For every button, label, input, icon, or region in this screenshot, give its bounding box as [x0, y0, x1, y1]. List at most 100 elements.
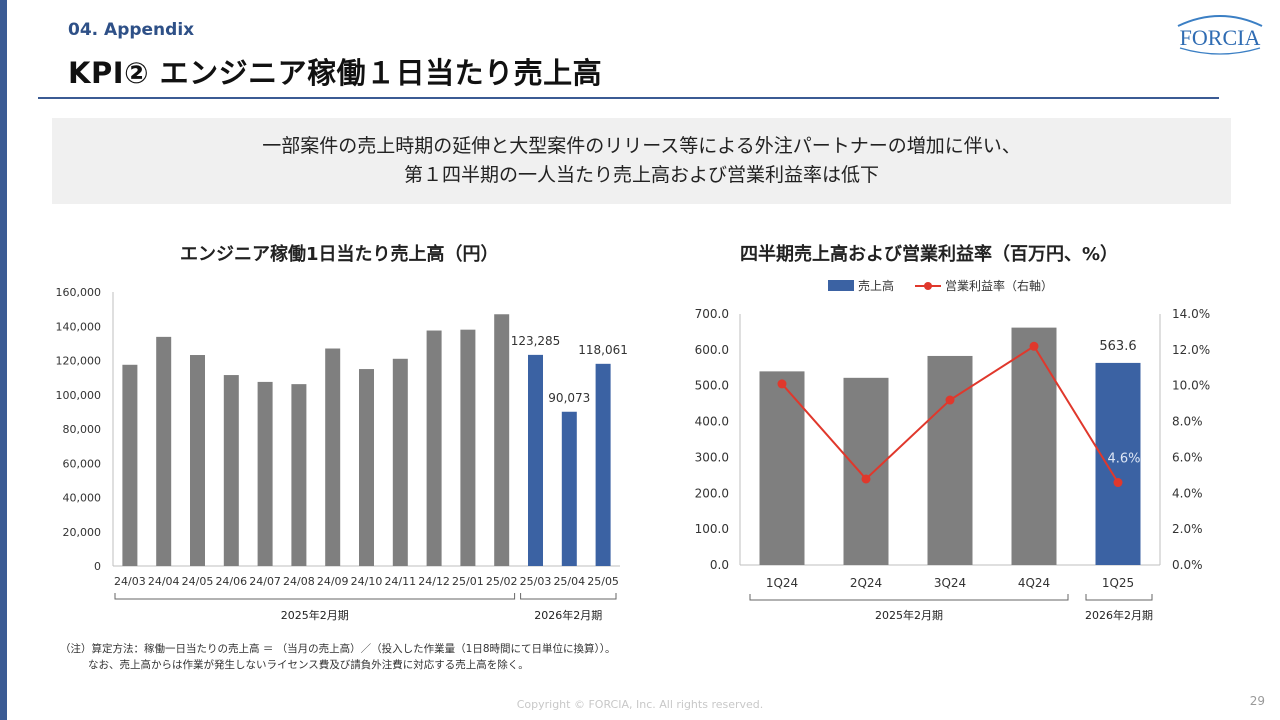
- left-accent-bar: [0, 0, 7, 720]
- x-tick-label: 24/04: [148, 575, 180, 588]
- bar: [426, 330, 442, 566]
- left-y-tick-label: 500.0: [695, 379, 729, 393]
- period-bracket: [114, 593, 516, 600]
- x-tick-label: 25/05: [587, 575, 619, 588]
- x-tick-label: 1Q25: [1102, 576, 1134, 590]
- y-tick-label: 0: [94, 560, 101, 573]
- left-y-tick-label: 100.0: [695, 522, 729, 536]
- x-tick-label: 24/10: [351, 575, 383, 588]
- footnote-line-2: なお、売上高からは作業が発生しないライセンス費及び請負外注費に対応する売上高を除…: [88, 659, 529, 671]
- summary-box: 一部案件の売上時期の延伸と大型案件のリリース等による外注パートナーの増加に伴い、…: [52, 118, 1231, 204]
- left-y-tick-label: 0.0: [710, 558, 729, 572]
- x-tick-label: 25/01: [452, 575, 484, 588]
- x-tick-label: 24/06: [215, 575, 247, 588]
- y-tick-label: 40,000: [63, 492, 102, 505]
- bar: [759, 371, 805, 565]
- title-divider: [38, 97, 1219, 99]
- margin-point: [945, 395, 955, 405]
- summary-line-1: 一部案件の売上時期の延伸と大型案件のリリース等による外注パートナーの増加に伴い、: [262, 135, 1021, 157]
- y-tick-label: 100,000: [56, 389, 102, 402]
- bar: [595, 363, 611, 566]
- x-tick-label: 25/03: [520, 575, 552, 588]
- page-number: 29: [1249, 694, 1265, 708]
- bar: [561, 411, 577, 566]
- left-y-tick-label: 400.0: [695, 415, 729, 429]
- chart1-title: エンジニア稼働1日当たり売上高（円）: [180, 244, 499, 265]
- y-tick-label: 20,000: [63, 526, 102, 539]
- footnote-line-1: （注）算定方法：稼働一日当たりの売上高 ＝ （当月の売上高）／（投入した作業量（…: [60, 643, 616, 655]
- page-title: KPI② エンジニア稼働１日当たり売上高: [68, 56, 603, 90]
- footnote: （注）算定方法：稼働一日当たりの売上高 ＝ （当月の売上高）／（投入した作業量（…: [60, 641, 616, 673]
- x-tick-label: 25/04: [553, 575, 585, 588]
- y-tick-label: 140,000: [56, 320, 102, 333]
- bar: [927, 355, 973, 565]
- line-data-label: 4.6%: [1107, 452, 1140, 467]
- period-bracket: [749, 594, 1069, 601]
- left-y-tick-label: 200.0: [695, 486, 729, 500]
- bar: [528, 354, 543, 566]
- y-tick-label: 60,000: [63, 457, 102, 470]
- bar: [843, 377, 889, 565]
- bar: [122, 364, 138, 566]
- summary-line-2: 第１四半期の一人当たり売上高および営業利益率は低下: [403, 164, 879, 186]
- period-label: 2025年2月期: [875, 608, 943, 622]
- x-tick-label: 24/08: [283, 575, 315, 588]
- section-label: 04. Appendix: [68, 20, 195, 40]
- period-bracket: [520, 593, 617, 600]
- bar: [359, 369, 374, 566]
- margin-point: [861, 474, 871, 484]
- x-tick-label: 4Q24: [1018, 576, 1050, 590]
- bar: [1095, 362, 1141, 565]
- right-y-tick-label: 4.0%: [1172, 486, 1203, 500]
- period-bracket: [1085, 594, 1153, 601]
- x-tick-label: 24/03: [114, 575, 146, 588]
- bar: [190, 355, 205, 566]
- right-y-tick-label: 2.0%: [1172, 522, 1203, 536]
- x-tick-label: 3Q24: [934, 576, 966, 590]
- copyright: Copyright © FORCIA, Inc. All rights rese…: [516, 698, 764, 711]
- bar: [494, 314, 510, 566]
- legend-label-line: 営業利益率（右軸）: [945, 278, 1053, 293]
- bar: [156, 336, 172, 566]
- bar: [1011, 327, 1057, 565]
- period-label: 2025年2月期: [281, 608, 349, 622]
- x-tick-label: 24/07: [249, 575, 281, 588]
- bar-data-label: 563.6: [1099, 339, 1136, 354]
- bar: [460, 329, 476, 566]
- legend-label-bar: 売上高: [858, 278, 894, 293]
- forcia-logo: FORCIA: [1177, 15, 1263, 55]
- left-y-tick-label: 300.0: [695, 450, 729, 464]
- bar: [325, 348, 341, 566]
- right-y-tick-label: 10.0%: [1172, 379, 1210, 393]
- x-tick-label: 24/12: [418, 575, 450, 588]
- right-y-tick-label: 0.0%: [1172, 558, 1203, 572]
- x-tick-label: 25/02: [486, 575, 518, 588]
- x-tick-label: 2Q24: [850, 576, 882, 590]
- chart2-title: 四半期売上高および営業利益率（百万円、%）: [740, 244, 1119, 265]
- period-label: 2026年2月期: [534, 608, 602, 622]
- x-tick-label: 24/11: [384, 575, 416, 588]
- legend-swatch-bar: [828, 280, 854, 291]
- bar: [257, 381, 273, 566]
- margin-point: [1113, 478, 1123, 488]
- bar: [291, 384, 307, 566]
- margin-point: [1029, 341, 1039, 351]
- logo-text: FORCIA: [1180, 25, 1261, 50]
- x-tick-label: 24/09: [317, 575, 349, 588]
- right-y-tick-label: 8.0%: [1172, 415, 1203, 429]
- period-label: 2026年2月期: [1085, 608, 1153, 622]
- legend-swatch-marker: [924, 282, 932, 290]
- bar: [392, 358, 408, 566]
- data-label: 118,061: [578, 343, 628, 357]
- y-tick-label: 80,000: [63, 423, 102, 436]
- left-y-tick-label: 700.0: [695, 307, 729, 321]
- x-tick-label: 1Q24: [766, 576, 798, 590]
- data-label: 90,073: [548, 391, 590, 405]
- margin-point: [777, 379, 787, 389]
- y-tick-label: 120,000: [56, 355, 102, 368]
- bar: [223, 375, 239, 566]
- right-y-tick-label: 12.0%: [1172, 343, 1210, 357]
- data-label: 123,285: [511, 334, 561, 348]
